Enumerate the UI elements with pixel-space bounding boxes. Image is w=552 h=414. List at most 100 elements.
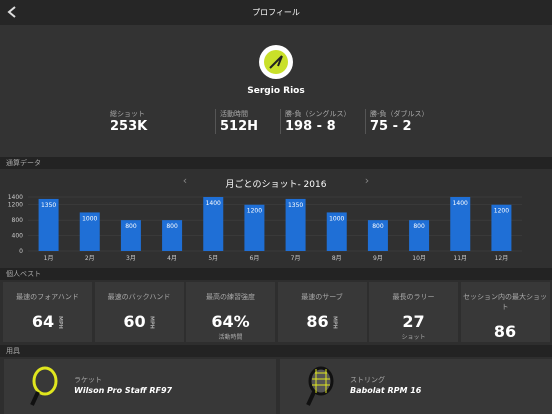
best-value-row: 60 MPH <box>95 312 184 331</box>
bar <box>203 197 224 251</box>
x-tick-label: 9月 <box>373 255 383 262</box>
stat-label: 総ショット <box>110 110 145 118</box>
top-bar: プロフィール <box>0 0 552 25</box>
best-unit: MPH <box>331 316 338 329</box>
racket-icon <box>30 366 58 406</box>
equipment-name: Wilson Pro Staff RF97 <box>74 386 173 395</box>
value-label: 1200 <box>494 208 509 215</box>
y-tick-label: 1200 <box>8 202 23 209</box>
value-label: 1350 <box>288 202 303 209</box>
bar <box>79 212 100 251</box>
x-tick-label: 7月 <box>291 255 301 262</box>
best-tile: 最速のサーブ 86 MPH <box>277 282 367 342</box>
best-tile: 最高の練習強度 64% 活動時間 <box>186 282 275 342</box>
bar <box>450 197 471 251</box>
best-value: 64% <box>211 312 250 331</box>
page-title: プロフィール <box>252 8 300 17</box>
section-header: 通算データ <box>0 157 552 169</box>
best-label: 最速のバックハンド <box>107 293 171 301</box>
user-name: Sergio Rios <box>247 86 305 96</box>
equipment-label: ストリング <box>350 376 385 384</box>
value-label: 800 <box>166 223 178 230</box>
value-label: 800 <box>372 223 384 230</box>
stat-label: 勝-負（ダブルス） <box>370 110 429 118</box>
next-button[interactable]: › <box>365 174 369 187</box>
stat-value: 512H <box>220 119 259 134</box>
stat-value: 253K <box>110 119 148 134</box>
bar <box>491 204 512 251</box>
x-tick-label: 6月 <box>250 255 260 262</box>
x-tick-label: 12月 <box>495 255 509 262</box>
bar <box>38 198 59 251</box>
best-value: 86 <box>493 322 517 341</box>
x-tick-label: 8月 <box>332 255 342 262</box>
bar <box>120 220 141 251</box>
profile: Sergio Rios 総ショット 253K 活動時間 512H 勝-負（シングルス… <box>0 25 552 157</box>
best-tile: 最速のフォアハンド 64 MPH <box>3 282 92 342</box>
stat-label: 活動時間 <box>220 110 248 118</box>
stat: 勝-負（ダブルス） 75 - 2 <box>365 109 450 134</box>
equipment-tile[interactable]: ストリング Babolat RPM 16 <box>280 359 552 414</box>
section-header: 個人ベスト <box>0 268 552 280</box>
stat-label: 勝-負（シングルス） <box>285 110 351 118</box>
stat-value: 198 - 8 <box>285 119 336 134</box>
avatar <box>259 45 293 79</box>
best-value-row: 64 MPH <box>3 312 92 331</box>
best-label: 最速のフォアハンド <box>16 293 79 301</box>
equipment-name: Babolat RPM 16 <box>350 386 422 395</box>
y-tick-label: 1400 <box>8 194 23 201</box>
x-tick-label: 1月 <box>44 255 54 262</box>
stat: 総ショット 253K <box>110 109 190 134</box>
best-value-row: 64% <box>186 312 275 331</box>
equipment-label: ラケット <box>74 376 102 384</box>
y-tick-label: 800 <box>12 217 24 224</box>
x-tick-label: 10月 <box>412 255 426 262</box>
best-unit: MPH <box>57 316 64 329</box>
best-value-row: 86 MPH <box>278 312 367 331</box>
best-value: 60 <box>123 312 146 331</box>
chart: ‹ › 月ごとのショット- 2016 04008001200140013501月… <box>0 169 552 268</box>
value-label: 800 <box>125 223 137 230</box>
value-label: 1400 <box>206 200 221 207</box>
x-tick-label: 5月 <box>208 255 218 262</box>
best-value: 86 <box>306 312 329 331</box>
bar <box>326 212 347 251</box>
best-label: セッション内の最大ショット <box>463 293 547 311</box>
section-header: 用具 <box>0 345 552 357</box>
value-label: 1400 <box>453 200 468 207</box>
best-tile: セッション内の最大ショット 86 <box>460 282 550 342</box>
value-label: 1000 <box>82 215 97 222</box>
best-label: 最長のラリー <box>392 293 435 301</box>
y-tick-label: 400 <box>12 233 24 240</box>
best-value-row: 86 <box>461 322 550 341</box>
best-value-row: 27 <box>369 312 458 331</box>
bar <box>244 204 265 251</box>
best-label: 最速のサーブ <box>301 293 343 301</box>
x-tick-label: 4月 <box>167 255 177 262</box>
bar <box>285 198 306 251</box>
best-label: 最高の練習強度 <box>206 293 255 301</box>
bar <box>162 220 183 251</box>
string-icon <box>306 366 334 406</box>
value-label: 1200 <box>247 208 262 215</box>
x-tick-label: 2月 <box>85 255 95 262</box>
value-label: 1000 <box>329 215 344 222</box>
best-tile: 最長のラリー 27 ショット <box>369 282 458 342</box>
bar <box>409 220 430 251</box>
value-label: 1350 <box>41 202 56 209</box>
x-tick-label: 3月 <box>126 255 136 262</box>
prev-button[interactable]: ‹ <box>183 174 187 187</box>
stat-value: 75 - 2 <box>370 119 412 134</box>
stat: 勝-負（シングルス） 198 - 8 <box>280 109 365 134</box>
best-note: ショット <box>401 334 426 341</box>
best-value: 64 <box>31 312 55 331</box>
value-label: 800 <box>413 223 425 230</box>
best-value: 27 <box>402 312 425 331</box>
back-button[interactable] <box>6 5 18 19</box>
best-unit: MPH <box>148 316 155 329</box>
stat: 活動時間 512H <box>215 109 280 134</box>
x-tick-label: 11月 <box>453 255 467 262</box>
equipment-tile[interactable]: ラケット Wilson Pro Staff RF97 <box>4 359 276 414</box>
best-tile: 最速のバックハンド 60 MPH <box>94 282 184 342</box>
